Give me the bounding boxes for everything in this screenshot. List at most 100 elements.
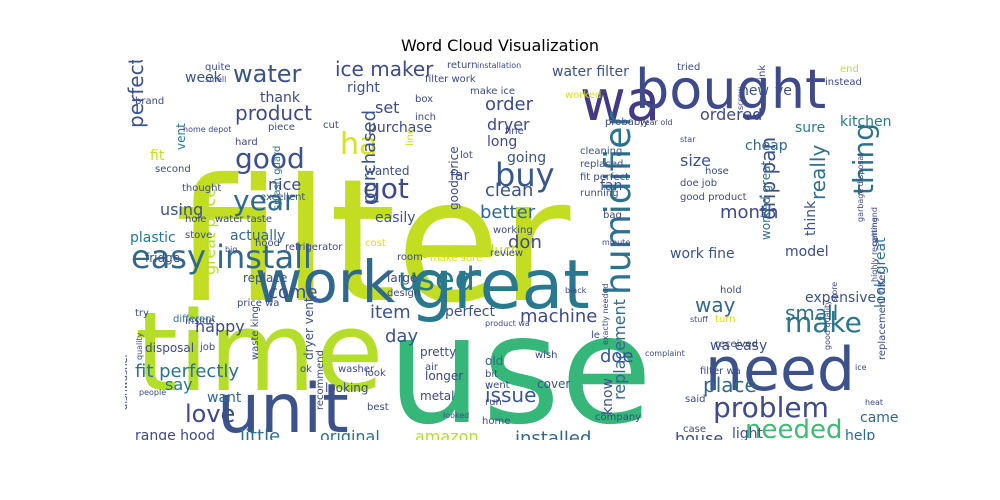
cloud-word: line bbox=[405, 128, 416, 146]
cloud-word: humidifier bbox=[598, 112, 639, 295]
cloud-word: thank bbox=[260, 90, 301, 106]
cloud-word: hose bbox=[705, 166, 729, 177]
cloud-word: box bbox=[415, 94, 433, 105]
cloud-word: ok bbox=[300, 364, 312, 375]
cloud-word: hold bbox=[720, 285, 742, 296]
cloud-word: happy bbox=[195, 317, 245, 336]
cloud-word: price wa bbox=[237, 298, 279, 309]
cloud-word: quite bbox=[205, 62, 231, 73]
cloud-word: brand bbox=[135, 96, 164, 107]
cloud-word: item bbox=[370, 302, 411, 323]
cloud-word: installation bbox=[477, 61, 521, 70]
cloud-word: second bbox=[155, 164, 191, 175]
cloud-word: original bbox=[320, 427, 380, 440]
cloud-word: highly recommend bbox=[870, 207, 879, 282]
cloud-word: used bbox=[398, 260, 475, 298]
cloud-word: place bbox=[703, 373, 757, 397]
cloud-word: model bbox=[785, 244, 829, 260]
cloud-word: probably bbox=[605, 117, 649, 128]
cloud-word: water filter bbox=[552, 64, 629, 80]
cloud-word: look great bbox=[873, 237, 889, 308]
cloud-word: getting bbox=[870, 217, 879, 246]
cloud-word: different bbox=[173, 314, 216, 325]
cloud-word: right bbox=[347, 80, 380, 96]
cloud-word: issue bbox=[485, 383, 536, 407]
cloud-word: garbage disposal bbox=[856, 153, 865, 222]
cloud-word: year old bbox=[640, 118, 673, 127]
cloud-word: replacement bbox=[610, 299, 629, 400]
cloud-word: using bbox=[160, 200, 203, 219]
cloud-word: size bbox=[680, 151, 711, 170]
cloud-word: expensive bbox=[805, 290, 876, 306]
cloud-word: light bbox=[732, 426, 764, 440]
cloud-word: inside bbox=[185, 316, 215, 327]
cloud-word: easily bbox=[375, 210, 416, 226]
chart-title: Word Cloud Visualization bbox=[400, 36, 600, 55]
cloud-word: vent bbox=[174, 123, 188, 150]
cloud-word: hood bbox=[255, 238, 280, 249]
cloud-word: worked bbox=[565, 90, 601, 101]
cloud-word: recommend bbox=[315, 350, 326, 410]
cloud-word: got bbox=[363, 172, 409, 205]
cloud-word: sink bbox=[757, 65, 768, 85]
cloud-word: use bbox=[387, 284, 653, 440]
cloud-word: need bbox=[705, 335, 855, 405]
cloud-word: went bbox=[485, 380, 510, 391]
cloud-word: small bbox=[785, 301, 838, 325]
cloud-word: complaint bbox=[645, 349, 685, 358]
cloud-word: black bbox=[565, 286, 587, 295]
cloud-word: make bbox=[785, 306, 862, 339]
cloud-word: hard bbox=[235, 137, 258, 148]
cloud-word: metal bbox=[420, 389, 454, 403]
cloud-word: pretty bbox=[420, 345, 456, 359]
cloud-word: come bbox=[268, 282, 318, 303]
cloud-word: amazon bbox=[415, 427, 479, 440]
cloud-word: air bbox=[425, 362, 439, 373]
cloud-word: great price bbox=[200, 188, 219, 275]
cloud-word: run bbox=[485, 397, 502, 408]
cloud-word: home depot bbox=[183, 125, 231, 134]
cloud-word: piece bbox=[268, 122, 295, 133]
cloud-word: bought bbox=[635, 60, 826, 121]
cloud-word: good product bbox=[680, 192, 747, 203]
cloud-word: case bbox=[683, 424, 706, 435]
cloud-word: job bbox=[199, 342, 215, 353]
word-cloud: filter use time work great wa bought unit need hu… bbox=[125, 60, 900, 440]
cloud-word: try bbox=[135, 308, 149, 319]
cloud-word: kitchen bbox=[840, 114, 892, 130]
cloud-word: easy install bbox=[131, 238, 312, 276]
cloud-word: thing bbox=[847, 123, 880, 195]
cloud-word: minute bbox=[602, 238, 630, 247]
cloud-word: room bbox=[397, 252, 423, 263]
cloud-word: refrigerator bbox=[285, 242, 343, 253]
cloud-word: disposal bbox=[145, 341, 194, 355]
cloud-word: fit perfectly bbox=[135, 361, 239, 382]
cloud-word: longer bbox=[425, 369, 463, 383]
cloud-word: waste king bbox=[250, 306, 261, 360]
cloud-word: ordered bbox=[700, 105, 762, 124]
cloud-word: stuff bbox=[690, 315, 708, 324]
cloud-word: heat bbox=[865, 398, 883, 407]
cloud-word: doe job bbox=[680, 178, 717, 189]
cloud-word: house bbox=[675, 429, 723, 440]
cloud-word: sure bbox=[795, 120, 825, 136]
cloud-word: wanted bbox=[365, 164, 409, 178]
cloud-word: said bbox=[685, 394, 705, 405]
cloud-word: water taste bbox=[215, 214, 272, 225]
cloud-word: design bbox=[387, 288, 420, 299]
cloud-word: long bbox=[487, 134, 517, 150]
cloud-word: bag bbox=[603, 210, 622, 221]
cloud-word: filter work bbox=[425, 74, 476, 85]
cloud-word: fridge bbox=[145, 251, 180, 265]
cloud-word: wa easy bbox=[710, 338, 767, 354]
cloud-word: purchased bbox=[359, 110, 380, 204]
cloud-word: perfect bbox=[445, 304, 495, 320]
cloud-word: water bbox=[233, 60, 302, 88]
cloud-word: ve bbox=[775, 83, 792, 99]
cloud-word: year bbox=[233, 184, 296, 217]
cloud-word: le bbox=[591, 330, 600, 341]
cloud-word: bit bbox=[485, 369, 498, 380]
cloud-word: cover bbox=[537, 377, 570, 391]
cloud-word: store bbox=[830, 282, 839, 302]
